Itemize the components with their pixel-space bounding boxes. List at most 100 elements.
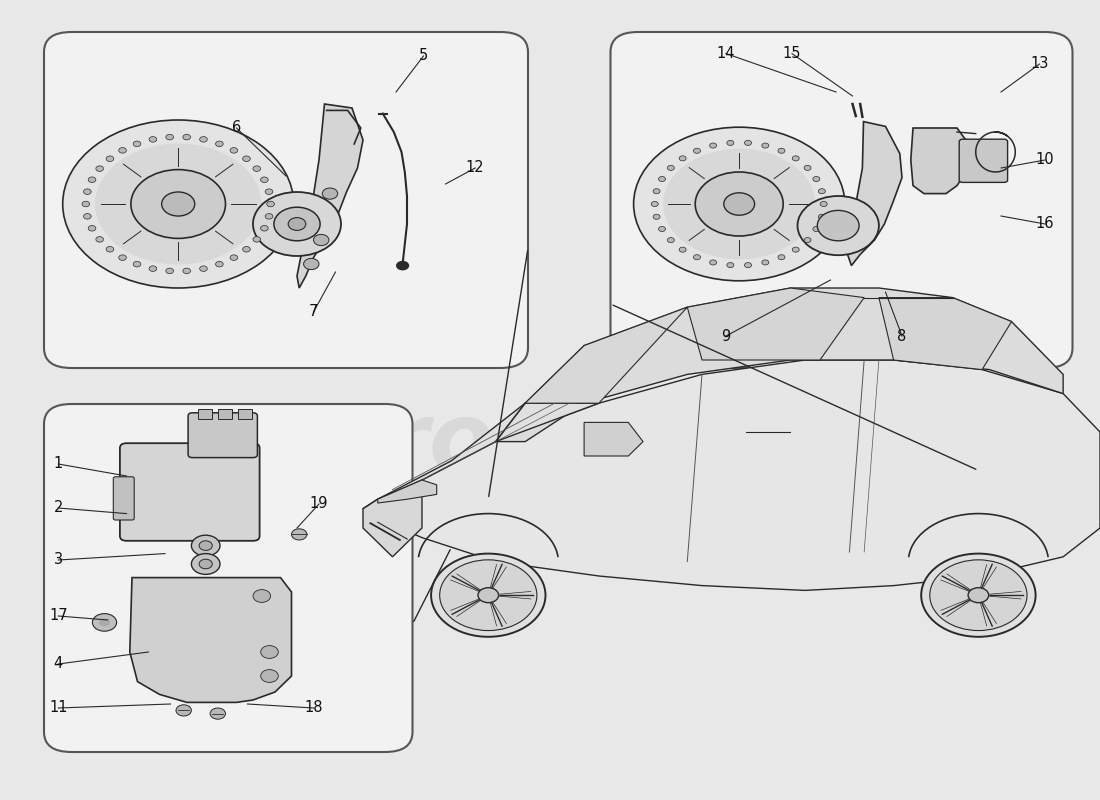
Circle shape [762, 143, 769, 148]
Circle shape [634, 127, 845, 281]
Circle shape [253, 192, 341, 256]
Circle shape [930, 560, 1027, 630]
Text: 13: 13 [1031, 57, 1048, 71]
Circle shape [710, 260, 716, 265]
Circle shape [778, 148, 785, 154]
Circle shape [106, 156, 113, 162]
Circle shape [695, 172, 783, 236]
Text: 2: 2 [54, 501, 63, 515]
Circle shape [216, 141, 223, 146]
Text: 16: 16 [1036, 217, 1054, 231]
Circle shape [210, 708, 225, 719]
Circle shape [267, 202, 274, 206]
Circle shape [133, 141, 141, 146]
Circle shape [804, 238, 811, 242]
Text: 9: 9 [722, 329, 730, 343]
Circle shape [96, 237, 103, 242]
FancyBboxPatch shape [198, 409, 212, 419]
Text: 14: 14 [717, 46, 735, 61]
Circle shape [243, 156, 251, 162]
Circle shape [778, 254, 785, 260]
Polygon shape [847, 122, 902, 266]
Circle shape [243, 246, 251, 252]
Circle shape [119, 148, 126, 153]
Text: eurospares: eurospares [251, 398, 849, 490]
Circle shape [166, 268, 174, 274]
Circle shape [253, 166, 261, 171]
Circle shape [191, 535, 220, 556]
Polygon shape [496, 288, 1063, 442]
Polygon shape [584, 422, 644, 456]
FancyBboxPatch shape [238, 409, 252, 419]
Circle shape [95, 143, 262, 265]
Circle shape [288, 218, 306, 230]
Text: 17: 17 [50, 609, 67, 623]
Circle shape [818, 189, 825, 194]
Circle shape [727, 140, 734, 146]
Circle shape [813, 226, 820, 231]
Circle shape [183, 268, 190, 274]
Circle shape [478, 588, 498, 602]
Text: 15: 15 [783, 46, 801, 61]
Circle shape [659, 177, 666, 182]
Circle shape [216, 262, 223, 267]
Circle shape [150, 137, 156, 142]
Circle shape [653, 214, 660, 219]
Text: 4: 4 [54, 657, 63, 671]
Circle shape [818, 214, 825, 219]
Polygon shape [377, 504, 1100, 586]
FancyBboxPatch shape [44, 404, 412, 752]
FancyBboxPatch shape [120, 443, 260, 541]
Circle shape [693, 254, 701, 260]
Circle shape [651, 202, 658, 206]
Circle shape [199, 541, 212, 550]
Circle shape [150, 266, 156, 271]
Circle shape [396, 261, 409, 270]
Circle shape [131, 170, 226, 238]
Circle shape [63, 120, 294, 288]
Circle shape [253, 590, 271, 602]
Circle shape [431, 554, 546, 637]
Text: 19: 19 [310, 497, 328, 511]
Circle shape [84, 189, 91, 194]
Circle shape [96, 166, 103, 171]
Circle shape [804, 166, 811, 170]
Circle shape [106, 246, 113, 252]
Circle shape [693, 148, 701, 154]
Circle shape [200, 266, 207, 271]
Circle shape [166, 134, 174, 140]
Circle shape [659, 226, 666, 231]
Text: 7: 7 [309, 305, 318, 319]
Circle shape [261, 226, 268, 231]
Circle shape [710, 143, 716, 148]
Circle shape [92, 614, 117, 631]
Polygon shape [377, 480, 437, 503]
FancyBboxPatch shape [113, 477, 134, 520]
Circle shape [183, 134, 190, 140]
Circle shape [745, 140, 751, 146]
FancyBboxPatch shape [188, 413, 257, 458]
Circle shape [968, 588, 989, 602]
Circle shape [727, 262, 734, 268]
Circle shape [261, 670, 278, 682]
Circle shape [176, 705, 191, 716]
Circle shape [261, 646, 278, 658]
Circle shape [133, 262, 141, 267]
Text: 5: 5 [419, 49, 428, 63]
Polygon shape [363, 403, 598, 509]
Circle shape [798, 196, 879, 255]
Polygon shape [363, 360, 1100, 590]
Circle shape [261, 177, 268, 182]
Circle shape [792, 247, 800, 252]
Text: 11: 11 [50, 701, 67, 715]
Circle shape [322, 188, 338, 199]
Circle shape [253, 237, 261, 242]
Circle shape [292, 529, 307, 540]
Text: 3: 3 [54, 553, 63, 567]
FancyBboxPatch shape [218, 409, 232, 419]
Circle shape [199, 559, 212, 569]
Text: 12: 12 [466, 161, 484, 175]
Circle shape [817, 210, 859, 241]
Circle shape [200, 137, 207, 142]
Circle shape [304, 258, 319, 270]
